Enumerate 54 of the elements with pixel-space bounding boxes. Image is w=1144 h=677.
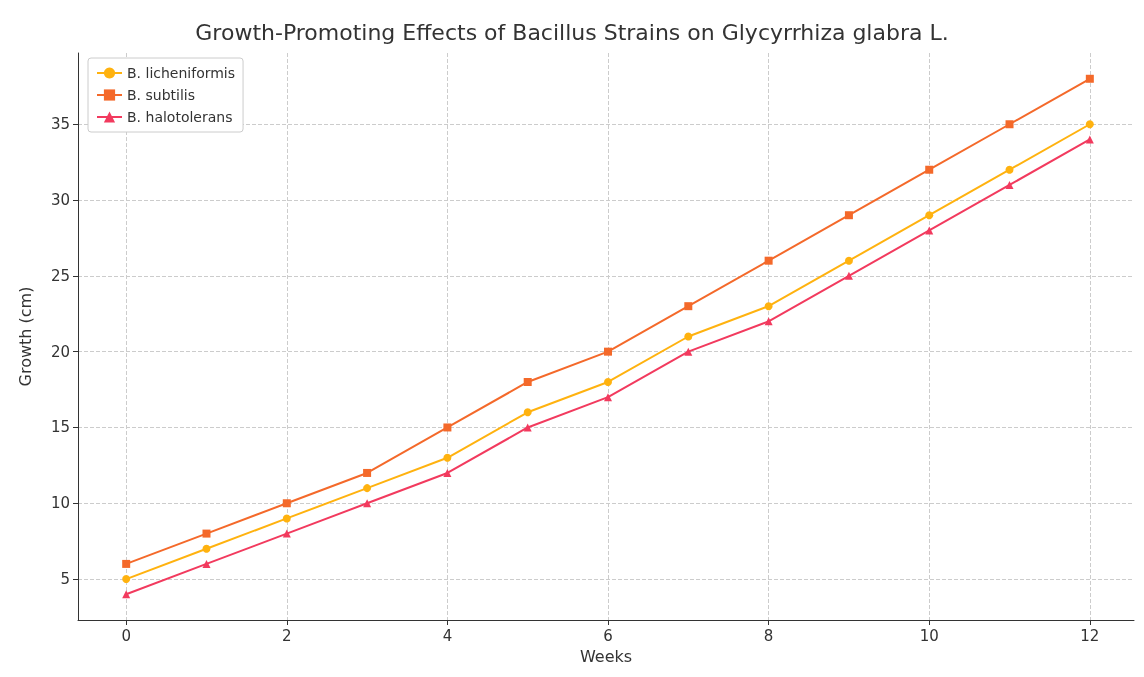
point	[282, 529, 291, 538]
point	[925, 211, 934, 220]
y-tick-label: 30	[50, 191, 70, 210]
point	[604, 393, 613, 402]
point	[282, 499, 291, 508]
y-tick-label: 35	[50, 115, 70, 134]
point	[604, 347, 613, 356]
point	[443, 453, 452, 462]
point	[764, 302, 773, 311]
point	[1005, 120, 1014, 129]
point	[604, 377, 613, 386]
point	[523, 408, 532, 417]
point	[202, 529, 211, 538]
x-axis-title: Weeks	[579, 646, 633, 666]
legend-label: B. licheniformis	[127, 65, 236, 81]
point	[1005, 180, 1014, 189]
point	[925, 165, 934, 174]
point	[443, 423, 452, 432]
point	[122, 559, 131, 568]
point	[684, 347, 693, 356]
y-tick-label: 5	[60, 570, 70, 589]
point	[684, 332, 693, 341]
point	[282, 514, 291, 523]
point	[202, 544, 211, 553]
x-tick-label: 8	[763, 626, 774, 645]
point	[764, 256, 773, 265]
x-tick-label: 4	[442, 626, 453, 645]
point	[523, 377, 532, 386]
point	[202, 559, 211, 568]
x-tick-label: 10	[919, 626, 939, 645]
y-tick-label: 20	[50, 342, 70, 361]
x-tick-label: 2	[282, 626, 292, 645]
point	[122, 575, 131, 584]
y-tick-label: 25	[50, 266, 70, 285]
point	[1085, 120, 1094, 129]
x-tick-label: 6	[603, 626, 613, 645]
point	[363, 499, 372, 508]
y-axis-title: Growth (cm)	[15, 286, 35, 387]
legend-label: B. subtilis	[127, 87, 196, 103]
x-tick-label: 12	[1080, 626, 1100, 645]
point	[844, 211, 853, 220]
point	[443, 468, 452, 477]
chart-title: Growth-Promoting Effects of Bacillus Strains on Glycyrrhiza glabra L.	[195, 19, 949, 45]
point	[363, 468, 372, 477]
point	[684, 302, 693, 311]
x-tick-label: 0	[121, 626, 131, 645]
point	[844, 256, 853, 265]
y-tick-label: 10	[50, 494, 70, 513]
legend-label: B. halotolerans	[127, 109, 233, 125]
point	[1005, 165, 1014, 174]
point	[1085, 74, 1094, 83]
point	[844, 271, 853, 280]
y-tick-label: 15	[50, 418, 70, 437]
point	[363, 484, 372, 493]
